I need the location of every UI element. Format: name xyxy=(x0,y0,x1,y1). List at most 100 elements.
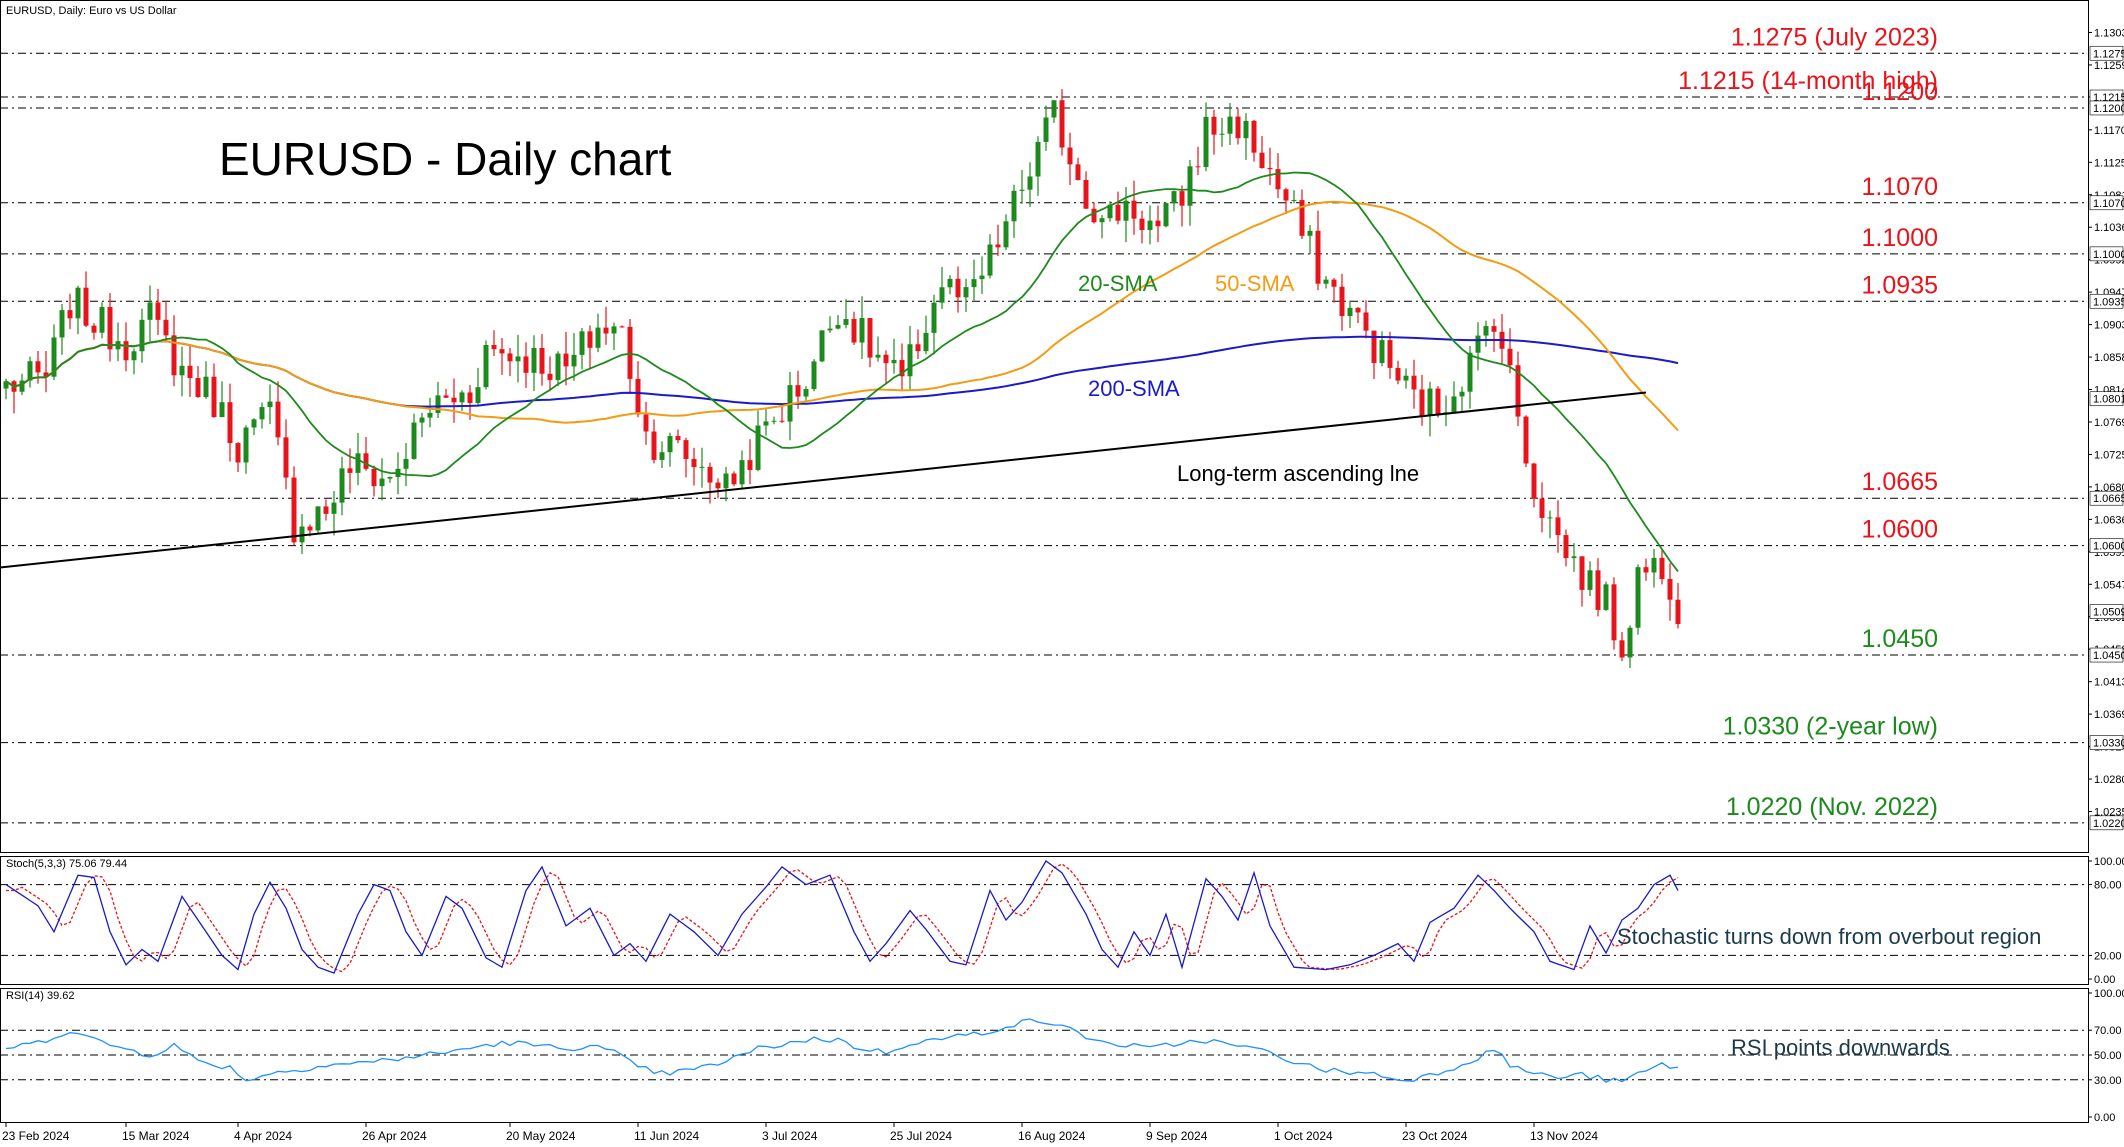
candle-body xyxy=(1515,365,1521,417)
candle-body xyxy=(883,354,889,364)
candle-body xyxy=(1451,396,1457,413)
rsi-header: RSI(14) 39.62 xyxy=(6,990,74,1002)
candle-body xyxy=(571,354,577,367)
candle-body xyxy=(1003,221,1009,248)
candle-body xyxy=(819,330,825,362)
candle-body xyxy=(1587,570,1593,590)
price-tick-label: 1.12590 xyxy=(2094,60,2124,72)
date-axis: 23 Feb 2024 15 Mar 2024 4 Apr 2024 26 Apr 2… xyxy=(2,1122,1598,1143)
price-box xyxy=(2089,604,2124,619)
candle-body xyxy=(1043,117,1049,142)
candle-body xyxy=(1419,389,1425,416)
candle-body xyxy=(83,287,89,326)
candle-body xyxy=(643,414,649,432)
candle-body xyxy=(1131,200,1137,219)
candle-body xyxy=(243,427,249,463)
candle-body xyxy=(1547,517,1553,519)
candle-body xyxy=(651,431,657,460)
candle-body xyxy=(859,318,865,343)
candle-body xyxy=(755,425,761,470)
candle-body xyxy=(1259,152,1265,169)
date-label: 9 Sep 2024 xyxy=(1146,1129,1208,1143)
candle-body xyxy=(1211,116,1217,135)
candle-body xyxy=(939,287,945,303)
price-box-label: 1.06000 xyxy=(2093,541,2124,553)
price-box-label: 1.02200 xyxy=(2093,818,2124,830)
candle-body xyxy=(923,332,929,352)
candle-body xyxy=(1387,340,1393,368)
candle-body xyxy=(315,506,321,531)
candle-body xyxy=(851,319,857,343)
candle-body xyxy=(1035,141,1041,177)
date-label: 3 Jul 2024 xyxy=(762,1129,818,1143)
candle-body xyxy=(1115,204,1121,221)
level-label: 1.0220 (Nov. 2022) xyxy=(1726,793,1938,821)
candle-body xyxy=(507,353,513,362)
price-box-label: 1.06650 xyxy=(2093,493,2124,505)
osc-tick-label: 80.00 xyxy=(2094,880,2122,892)
candle-body xyxy=(139,319,145,352)
candle-body xyxy=(1011,190,1017,222)
date-label: 20 May 2024 xyxy=(506,1129,576,1143)
horizontal-levels xyxy=(0,52,2088,824)
candle-body xyxy=(1355,307,1361,313)
candle-body xyxy=(931,302,937,333)
candle-body xyxy=(1243,120,1249,139)
candle-body xyxy=(747,460,753,470)
candle-body xyxy=(107,307,113,350)
candle-body xyxy=(1155,220,1161,227)
price-tick-label: 1.07250 xyxy=(2094,449,2124,461)
price-box xyxy=(2089,45,2124,61)
price-box-label: 1.04500 xyxy=(2093,650,2124,662)
candle-body xyxy=(339,468,345,503)
date-label: 15 Mar 2024 xyxy=(122,1129,190,1143)
candle-body xyxy=(131,351,137,361)
price-box-label: 1.05095 xyxy=(2093,607,2124,619)
date-label: 13 Nov 2024 xyxy=(1530,1129,1598,1143)
candle-body xyxy=(275,401,281,438)
price-tick-label: 1.06805 xyxy=(2094,482,2124,494)
candle-body xyxy=(419,417,425,423)
candle-body xyxy=(91,325,97,333)
price-box-label: 1.10700 xyxy=(2093,198,2124,210)
candle-body xyxy=(515,356,521,362)
stoch-signal-line xyxy=(6,863,1679,973)
sma50-line xyxy=(5,200,1679,432)
candle-body xyxy=(907,344,913,377)
price-box-label: 1.08014 xyxy=(2093,394,2124,406)
candle-body xyxy=(155,302,161,320)
price-tick-label: 1.05470 xyxy=(2094,579,2124,591)
candle-body xyxy=(1427,388,1433,416)
candle-body xyxy=(475,387,481,403)
candle-body xyxy=(803,389,809,397)
level-label: 1.1200 xyxy=(1862,78,1938,106)
level-label: 1.1070 xyxy=(1862,173,1938,201)
candle-body xyxy=(1019,189,1025,191)
level-label: 1.0665 xyxy=(1862,468,1938,496)
candle-body xyxy=(867,318,873,358)
candle-body xyxy=(1603,584,1609,610)
candle-body xyxy=(1163,203,1169,227)
candle-body xyxy=(235,443,241,463)
candle-body xyxy=(531,348,537,373)
stochastic-panel: 100.00 80.00 20.00 0.00 Stochastic turns dow… xyxy=(0,856,2124,986)
candle-body xyxy=(379,478,385,487)
candle-body xyxy=(1491,326,1497,332)
candle-body xyxy=(435,395,441,413)
candle-body xyxy=(3,381,9,389)
candle-body xyxy=(1283,189,1289,201)
candle-body xyxy=(1539,498,1545,518)
candle-body xyxy=(355,453,361,473)
candle-body xyxy=(1467,352,1473,392)
candle-body xyxy=(1595,570,1601,610)
candle-body xyxy=(459,392,465,403)
candle-body xyxy=(1251,120,1257,153)
candle-body xyxy=(1371,330,1377,364)
candle-body xyxy=(539,348,545,374)
trendline-group: Long-term ascending lne xyxy=(0,391,1647,569)
candle-body xyxy=(1291,200,1297,202)
candle-body xyxy=(1659,557,1665,580)
price-axis: 1.130351.125901.121501.117001.112551.108… xyxy=(2088,27,2124,831)
candle-body xyxy=(1059,100,1065,148)
candle-body xyxy=(1299,200,1305,236)
